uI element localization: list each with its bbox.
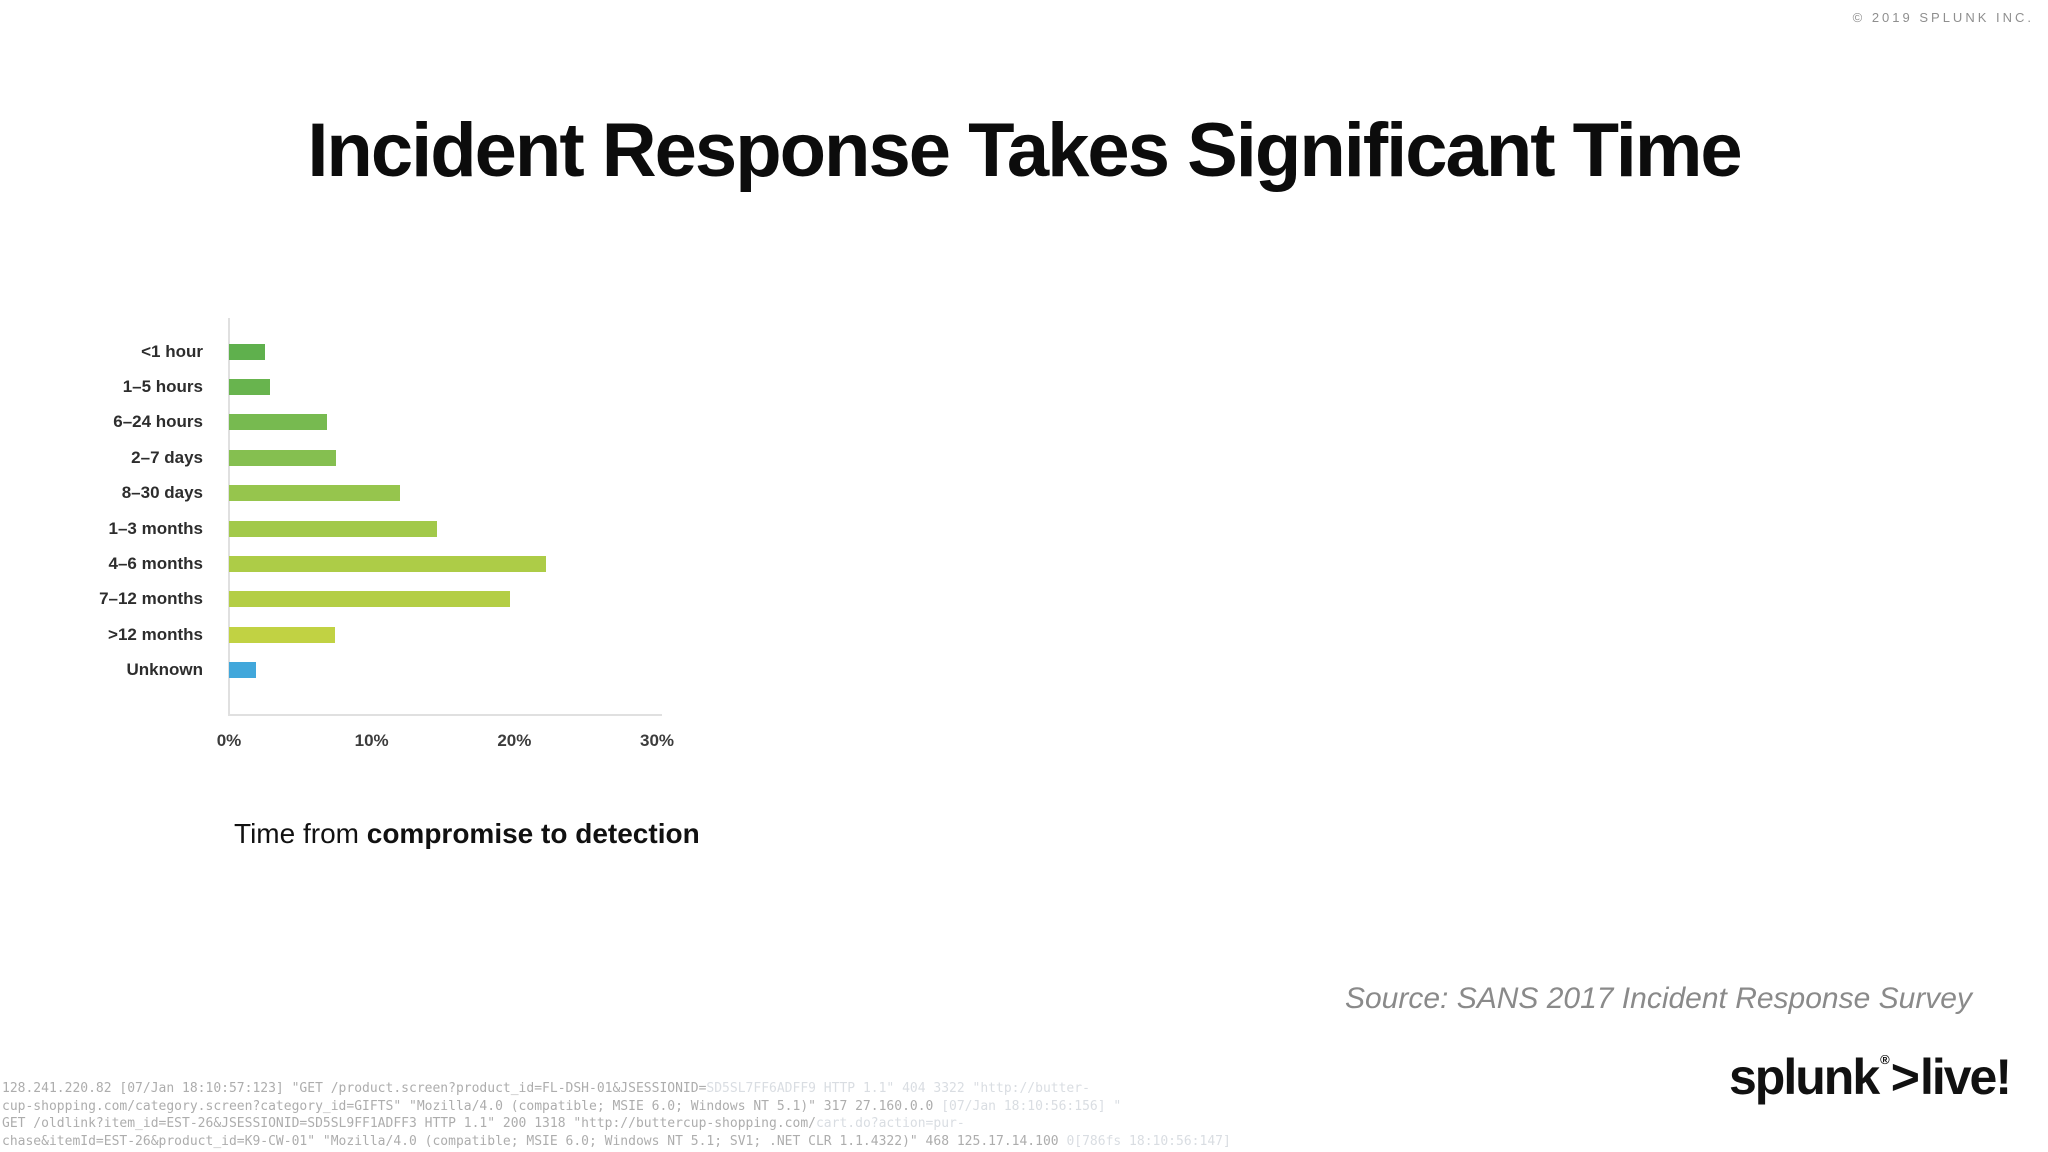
splunk-live-logo: splunk ®>live! <box>1729 1048 2012 1106</box>
log-line: GET /oldlink?item_id=EST-26&JSESSIONID=S… <box>2 1115 1231 1133</box>
chart-row: <1 hour <box>0 334 546 369</box>
chart-bar-track <box>229 556 546 573</box>
x-tick-label: 0% <box>216 731 242 750</box>
chart-row: 1–3 months <box>0 511 546 546</box>
chart-category-label: 1–3 months <box>108 518 203 538</box>
caption-prefix: Time from <box>234 818 367 849</box>
chart-category-label: 7–12 months <box>99 589 203 609</box>
chart-bar-track <box>229 485 401 502</box>
log-segment: 0[786fs 18:10:56:147] <box>1066 1133 1231 1149</box>
chart-rows: <1 hour 1–5 hours 6–24 hours 2–7 days 8–30 d… <box>0 334 546 688</box>
chart-category-label: 4–6 months <box>108 554 203 574</box>
logo-brand: splunk <box>1729 1049 1880 1105</box>
chart-category-label: Unknown <box>126 660 204 680</box>
log-line: 128.241.220.82 [07/Jan 18:10:57:123] "GE… <box>2 1080 1231 1098</box>
logo-suffix: live! <box>1919 1049 2012 1105</box>
chart-row: Unknown <box>0 653 546 688</box>
source-attribution: Source: SANS 2017 Incident Response Surv… <box>1344 982 1972 1015</box>
x-tick-label: 30% <box>639 731 675 750</box>
chart-bar <box>229 556 546 573</box>
chart-bar <box>229 662 257 679</box>
chart-category-label: 2–7 days <box>131 447 203 467</box>
chart-category-label: 1–5 hours <box>122 377 203 397</box>
x-tick-label: 20% <box>497 731 532 750</box>
chart-bar <box>229 343 265 360</box>
chart-bar <box>229 485 401 502</box>
chart-bar <box>229 379 271 396</box>
chart-category-label: <1 hour <box>141 341 203 361</box>
y-axis-line <box>228 318 230 715</box>
log-segment: 128.241.220.82 [07/Jan 18:10:57:123] "GE… <box>2 1081 707 1096</box>
chart-category-label: 6–24 hours <box>113 412 203 432</box>
chart-row: 2–7 days <box>0 440 546 475</box>
chart-bar-track <box>229 591 511 608</box>
log-segment: [07/Jan 18:10:56:156] " <box>941 1098 1122 1114</box>
chart-bar-track <box>229 520 438 537</box>
log-segment: cup-shopping.com/category.screen?categor… <box>2 1098 942 1114</box>
background-log-text: 128.241.220.82 [07/Jan 18:10:57:123] "GE… <box>2 1080 1231 1150</box>
chart-category-label: >12 months <box>108 624 203 644</box>
chart-row: 8–30 days <box>0 476 546 511</box>
chart-bar-track <box>229 343 265 360</box>
log-segment: SD5SL7FF6ADFF9 HTTP 1.1" 404 3322 "http:… <box>706 1081 1090 1096</box>
chart-bar-track <box>229 379 271 396</box>
logo-gt-icon: > <box>1890 1049 1920 1105</box>
chart-bar-track <box>229 414 328 431</box>
page-title: Incident Response Takes Significant Time <box>307 107 1742 193</box>
chart-row: 6–24 hours <box>0 405 546 440</box>
log-line: cup-shopping.com/category.screen?categor… <box>2 1098 1231 1116</box>
log-segment: cart.do?action=pur- <box>815 1116 965 1131</box>
log-line: chase&itemId=EST-26&product_id=K9-CW-01"… <box>2 1133 1231 1151</box>
chart-bar <box>229 449 336 466</box>
chart-bar-track <box>229 626 335 643</box>
x-axis-line <box>228 714 662 716</box>
chart-row: 7–12 months <box>0 582 546 617</box>
chart-category-label: 8–30 days <box>121 483 203 503</box>
chart-bar <box>229 626 335 643</box>
chart-row: 4–6 months <box>0 546 546 581</box>
registered-trademark-icon: ® <box>1880 1052 1890 1067</box>
caption-bold: compromise to detection <box>366 818 700 849</box>
chart-bar-track <box>229 449 336 466</box>
chart-row: >12 months <box>0 617 546 652</box>
chart-bar-track <box>229 662 257 679</box>
x-tick-label: 10% <box>354 731 389 750</box>
chart-row: 1–5 hours <box>0 369 546 404</box>
copyright-text: © 2019 SPLUNK INC. <box>1852 10 2034 25</box>
chart-bar <box>229 591 511 608</box>
chart-bar <box>229 414 328 431</box>
log-segment: GET /oldlink?item_id=EST-26&JSESSIONID=S… <box>2 1116 816 1131</box>
chart-bar <box>229 520 438 537</box>
chart-caption: Time from compromise to detection <box>234 818 700 850</box>
log-segment: chase&itemId=EST-26&product_id=K9-CW-01"… <box>2 1133 1067 1149</box>
